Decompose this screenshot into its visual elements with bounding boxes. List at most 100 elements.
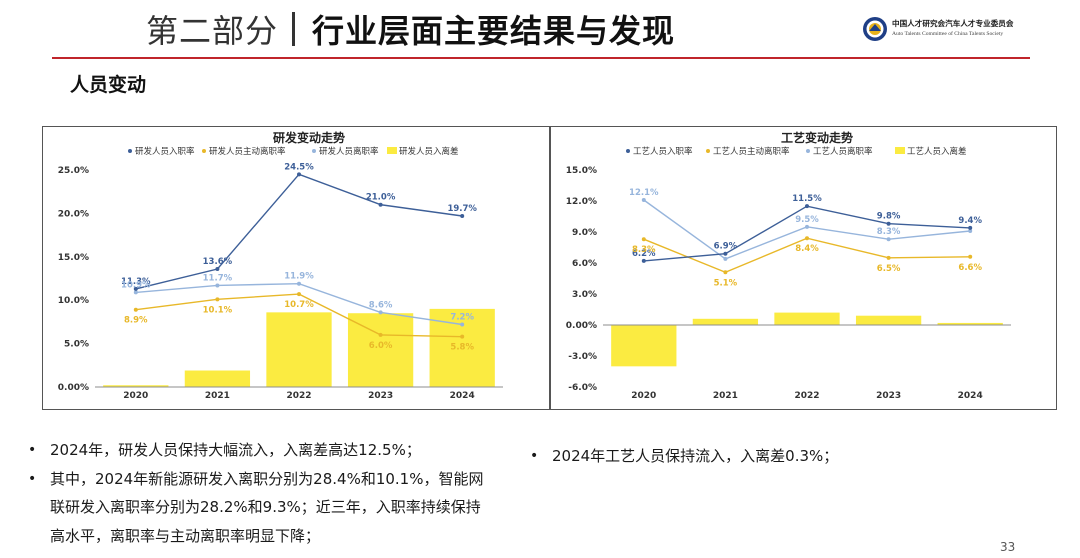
legend-label-gap: 工艺人员入离差 (907, 146, 967, 157)
legend-swatch-gap (387, 147, 397, 154)
x-tick-label: 2022 (286, 391, 311, 401)
point-voluntary-exit (133, 307, 138, 312)
data-label-voluntary-exit: 6.5% (877, 264, 901, 274)
y-tick-label: 0.00% (58, 383, 89, 393)
x-tick-label: 2022 (794, 391, 819, 401)
x-tick-label: 2021 (713, 391, 738, 401)
data-label-exit: 11.9% (284, 272, 314, 282)
legend-label-entry: 工艺人员入职率 (633, 146, 693, 157)
data-label-entry: 6.2% (632, 249, 656, 259)
point-entry (297, 172, 301, 177)
logo-name-cn: 中国人才研究会汽车人才专业委员会 (892, 19, 1014, 28)
point-entry (215, 266, 220, 271)
y-tick-label: 15.0% (58, 253, 89, 263)
header-rule (52, 57, 1030, 59)
chart-title: 工艺变动走势 (781, 130, 853, 145)
data-label-voluntary-exit: 10.1% (203, 305, 233, 315)
bar-2024 (937, 322, 1003, 325)
y-tick-label: 15.0% (566, 166, 597, 176)
data-label-exit: 11.7% (203, 273, 233, 283)
legend-label-gap: 研发人员入离差 (399, 146, 459, 157)
y-tick-label: 0.00% (566, 321, 597, 331)
data-label-entry: 13.6% (203, 257, 233, 267)
data-label-voluntary-exit: 6.6% (958, 263, 982, 273)
bar-2022 (774, 312, 840, 325)
y-tick-label: 10.0% (58, 296, 89, 306)
point-voluntary-exit (378, 332, 383, 337)
y-tick-label: 3.0% (572, 290, 597, 300)
point-voluntary-exit (805, 236, 809, 241)
logo-name-en: Auto Talents Committee of China Talents … (892, 31, 1004, 37)
y-tick-label: 6.0% (572, 259, 597, 269)
point-exit (641, 197, 646, 202)
point-entry (133, 286, 138, 291)
bar-2021 (692, 318, 759, 325)
point-exit (215, 283, 220, 288)
data-label-exit: 12.1% (629, 188, 659, 198)
point-exit (723, 256, 728, 261)
legend-marker-entry (128, 149, 132, 153)
point-entry (886, 221, 891, 226)
point-voluntary-exit (968, 254, 973, 259)
rd-findings-list: 2024年，研发人员保持大幅流入，入离差高达12.5%； 其中，2024年新能源… (22, 436, 522, 550)
legend-marker-voluntary-exit (706, 149, 710, 153)
x-tick-label: 2021 (205, 391, 230, 401)
bar-2023 (347, 313, 414, 387)
page-title: 行业层面主要结果与发现 (312, 12, 676, 50)
rd-chart-panel: 研发变动走势研发人员入职率 研发人员主动离职率 研发人员离职率 研发人员入离差 0.00… (42, 126, 550, 410)
x-tick-label: 2020 (123, 391, 148, 401)
point-exit (805, 224, 809, 229)
rd-finding-1: 2024年，研发人员保持大幅流入，入离差高达12.5%； (22, 436, 522, 465)
point-exit (460, 322, 465, 327)
bar-2023 (855, 315, 922, 325)
x-tick-label: 2023 (368, 391, 393, 401)
chart-title: 研发变动走势 (273, 130, 345, 145)
point-exit (297, 281, 301, 286)
data-label-voluntary-exit: 6.0% (369, 341, 393, 351)
point-entry (641, 258, 646, 263)
data-label-entry: 24.5% (284, 162, 314, 172)
data-label-entry: 6.9% (714, 242, 738, 252)
legend-marker-voluntary-exit (202, 149, 206, 153)
point-entry (968, 225, 973, 230)
legend-label-entry: 研发人员入职率 (135, 146, 195, 157)
y-tick-label: 25.0% (58, 166, 89, 176)
y-tick-label: 5.0% (64, 340, 89, 350)
process-chart-panel: 工艺变动走势 工艺人员入职率 工艺人员主动离职率 工艺人员离职率 工艺人员入离差 -6.0… (550, 126, 1057, 410)
point-entry (723, 251, 728, 256)
process-finding-1: 2024年工艺人员保持流入，入离差0.3%； (524, 442, 1024, 471)
bar-2021 (184, 370, 251, 387)
y-tick-label: 20.0% (58, 209, 89, 219)
data-label-entry: 11.5% (792, 194, 822, 204)
y-tick-label: 12.0% (566, 197, 597, 207)
point-voluntary-exit (460, 334, 465, 339)
title-separator (292, 12, 295, 46)
point-exit (133, 290, 138, 295)
data-label-voluntary-exit: 5.8% (450, 343, 474, 353)
data-label-exit: 7.2% (450, 313, 474, 323)
point-voluntary-exit (723, 270, 728, 275)
legend-label-exit: 研发人员离职率 (319, 146, 379, 157)
y-tick-label: -6.0% (568, 383, 597, 393)
point-exit (378, 310, 383, 315)
x-tick-label: 2024 (450, 391, 475, 401)
bar-2020 (611, 325, 677, 367)
data-label-entry: 11.3% (121, 277, 151, 287)
legend-label-voluntary-exit: 研发人员主动离职率 (209, 146, 286, 157)
data-label-voluntary-exit: 8.9% (124, 316, 148, 326)
y-tick-label: 9.0% (572, 228, 597, 238)
data-label-entry: 9.4% (958, 216, 982, 226)
society-emblem-icon (863, 17, 887, 41)
legend-swatch-gap (895, 147, 905, 154)
title-prefix: 第二部分 (146, 12, 279, 50)
process-findings-list: 2024年工艺人员保持流入，入离差0.3%； (524, 442, 1024, 471)
point-exit (886, 237, 891, 242)
y-tick-label: -3.0% (568, 352, 597, 362)
point-voluntary-exit (297, 292, 301, 297)
data-label-entry: 9.8% (877, 212, 901, 222)
data-label-exit: 8.6% (369, 300, 393, 310)
data-label-entry: 21.0% (366, 193, 396, 203)
point-voluntary-exit (215, 297, 220, 302)
bar-2020 (103, 385, 169, 387)
